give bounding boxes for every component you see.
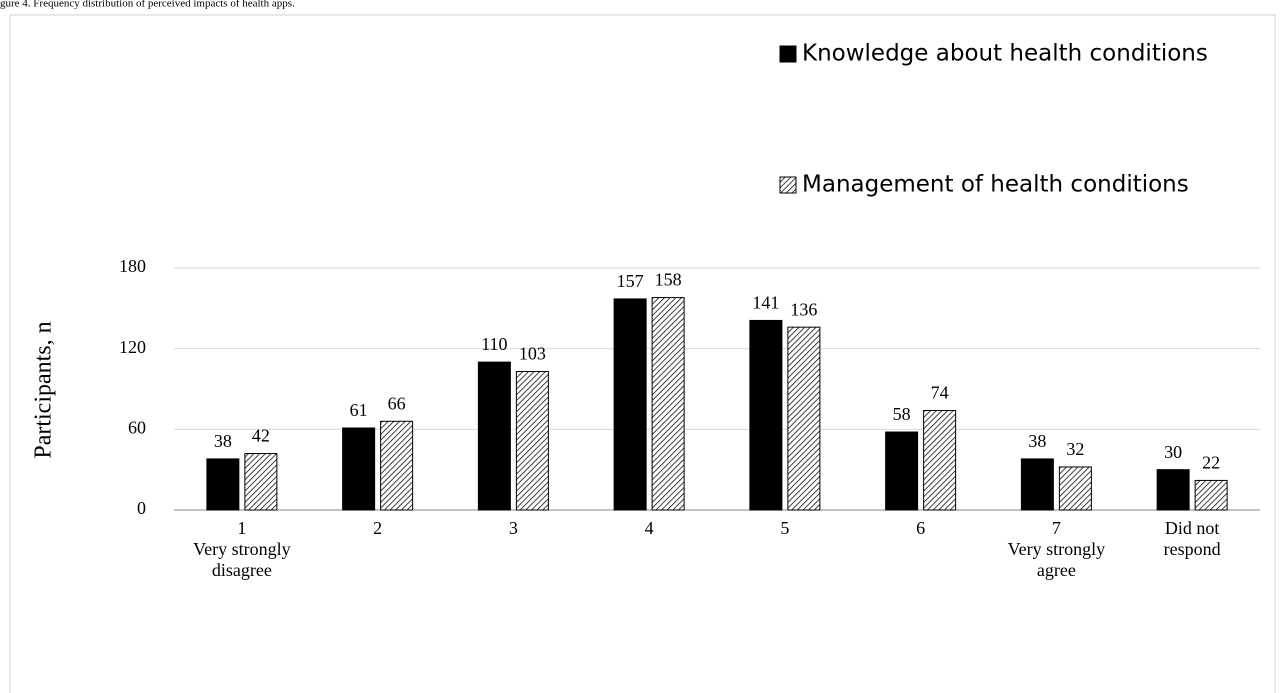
bar	[515, 371, 549, 511]
x-tick-label: 1	[237, 518, 246, 538]
y-tick-label: 180	[119, 256, 146, 276]
x-tick-label: 3	[509, 518, 518, 538]
x-tick-label: Did not	[1165, 518, 1220, 538]
bar	[787, 326, 821, 511]
x-tick-label: disagree	[212, 560, 272, 580]
x-tick-label: 7	[1052, 518, 1061, 538]
x-tick-label: Very strongly	[1008, 539, 1106, 559]
data-label: 38	[1028, 431, 1046, 451]
x-tick-label: 6	[916, 518, 925, 538]
x-tick-label: agree	[1037, 560, 1076, 580]
data-label: 110	[481, 334, 507, 354]
data-label: 158	[655, 270, 682, 290]
bar	[923, 410, 957, 511]
y-tick-label: 120	[119, 337, 146, 357]
data-label: 22	[1202, 453, 1220, 473]
bar	[651, 297, 685, 511]
bar	[1020, 458, 1054, 511]
legend-label: Management of health conditions	[802, 172, 1189, 198]
data-label: 136	[790, 299, 817, 319]
y-tick-label: 60	[128, 417, 146, 437]
bar	[749, 319, 783, 511]
bar	[244, 453, 278, 511]
x-tick-label: 5	[780, 518, 789, 538]
bar	[380, 420, 414, 511]
data-label: 141	[752, 293, 779, 313]
bar	[1058, 466, 1092, 511]
y-axis-label: Participants, n	[31, 321, 57, 458]
bar	[342, 427, 376, 511]
bar	[885, 431, 919, 511]
chart-border	[9, 14, 1276, 693]
legend-label: Knowledge about health conditions	[802, 41, 1208, 67]
data-label: 58	[893, 404, 911, 424]
caption: gure 4. Frequency distribution of percei…	[0, 0, 295, 10]
data-label: 157	[617, 271, 644, 291]
data-label: 61	[350, 400, 368, 420]
legend-swatch	[779, 176, 797, 194]
y-tick-label: 0	[137, 498, 146, 518]
data-label: 42	[252, 426, 270, 446]
data-label: 32	[1066, 439, 1084, 459]
data-label: 103	[519, 344, 546, 364]
bar	[1156, 469, 1190, 511]
bar	[477, 361, 511, 511]
x-tick-label: Very strongly	[193, 539, 291, 559]
data-label: 74	[931, 383, 949, 403]
bar	[613, 298, 647, 511]
x-tick-label: 4	[645, 518, 654, 538]
data-label: 66	[388, 393, 406, 413]
x-tick-label: respond	[1164, 539, 1221, 559]
data-label: 30	[1164, 442, 1182, 462]
x-tick-label: 2	[373, 518, 382, 538]
data-label: 38	[214, 431, 232, 451]
legend-swatch	[779, 45, 797, 63]
bar	[206, 458, 240, 511]
bar	[1194, 479, 1228, 511]
